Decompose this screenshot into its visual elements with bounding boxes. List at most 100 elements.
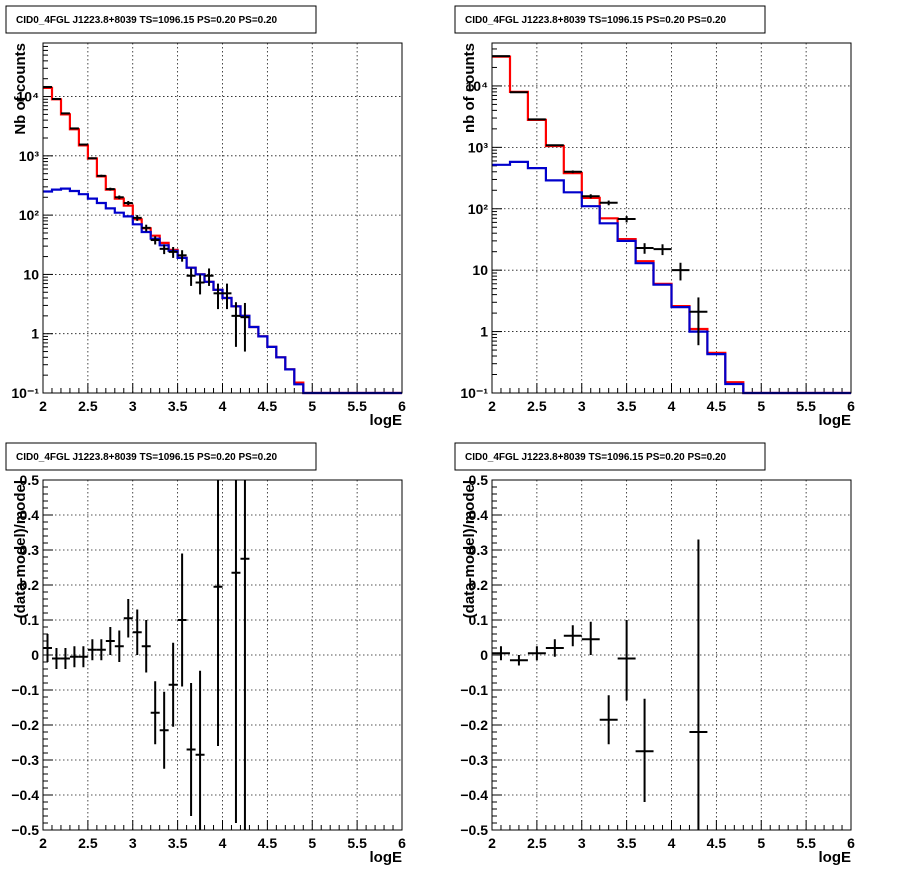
y-tick-label: 0.2 [20,577,40,593]
data-point [617,216,636,223]
x-tick-label: 5 [308,398,316,414]
y-tick-label: −0.1 [11,682,39,698]
data-point [635,698,654,802]
data-point [159,244,169,255]
y-tick-label: 0.4 [20,507,40,523]
y-tick-label: −0.3 [460,752,488,768]
x-tick-label: 5.5 [347,835,367,851]
chart-panel-bottom-right: CID0_4FGL J1223.8+8039 TS=1096.15 PS=0.2… [454,442,855,866]
data-point [177,553,187,687]
y-tick-label: 0 [31,647,39,663]
y-axis-title: (data-model)/model [12,480,29,618]
y-axis-title: nb of counts [461,43,478,133]
x-tick-label: 6 [398,835,406,851]
y-tick-label: −0.4 [460,787,488,803]
data-point [671,262,690,281]
x-tick-label: 3.5 [617,835,637,851]
x-tick-label: 3 [129,398,137,414]
x-tick-label: 2 [39,398,47,414]
x-tick-label: 2 [39,835,47,851]
x-tick-label: 3.5 [617,398,637,414]
data-point [545,144,564,147]
y-tick-label: −0.2 [460,717,488,733]
x-tick-label: 6 [847,398,855,414]
histogram-model-component [43,187,402,395]
data-point [96,639,106,661]
plot-frame [491,479,852,831]
data-point [60,648,70,669]
x-tick-label: 4 [668,835,676,851]
y-tick-label: −0.5 [460,822,488,838]
chart-title: CID0_4FGL J1223.8+8039 TS=1096.15 PS=0.2… [465,452,727,463]
y-tick-label: 10⁴ [17,89,40,105]
y-tick-label: 10⁻¹ [460,385,488,401]
data-point [240,480,250,830]
data-point [168,247,178,258]
x-axis-title: logE [819,849,852,866]
x-tick-label: 5 [308,835,316,851]
x-tick-label: 6 [847,835,855,851]
y-tick-label: 10³ [468,139,489,155]
data-point [69,646,79,668]
data-point [177,250,187,262]
data-point [132,215,142,221]
y-axis-title: (data-model)/model [461,480,478,618]
data-point [222,283,232,310]
y-tick-label: 10² [468,201,489,217]
plot-frame [491,42,852,394]
data-point [563,170,582,174]
plot-frame [42,479,403,831]
data-point [51,97,61,100]
data-point [195,670,205,830]
data-point [51,648,61,669]
data-point [635,243,654,254]
y-tick-label: 1 [31,326,39,342]
chart-title: CID0_4FGL J1223.8+8039 TS=1096.15 PS=0.2… [465,15,727,26]
data-point [87,157,97,160]
x-tick-label: 4.5 [707,835,727,851]
data-point [78,143,88,146]
chart-title: CID0_4FGL J1223.8+8039 TS=1096.15 PS=0.2… [16,15,278,26]
y-tick-label: −0.2 [11,717,39,733]
chart-title: CID0_4FGL J1223.8+8039 TS=1096.15 PS=0.2… [16,452,278,463]
data-point [141,620,151,673]
data-point [231,302,241,347]
y-tick-label: 10⁴ [466,78,489,94]
data-point [87,639,97,661]
data-point [132,609,142,655]
data-point [123,201,133,206]
x-tick-label: 4.5 [707,398,727,414]
y-tick-label: 10² [19,207,40,223]
data-point [105,627,115,655]
x-tick-label: 5.5 [796,398,816,414]
y-tick-label: 0.4 [469,507,489,523]
y-axis-title: Nb of counts [12,43,29,135]
data-point [150,236,160,245]
x-tick-label: 2 [488,835,496,851]
x-tick-label: 2.5 [527,398,547,414]
x-tick-label: 4 [219,835,227,851]
y-tick-label: 0 [480,647,488,663]
data-point [114,195,124,200]
data-point [509,655,528,666]
data-point [653,244,672,256]
data-point [78,646,88,668]
data-point [689,297,708,346]
x-tick-label: 5 [757,398,765,414]
data-point [563,625,582,647]
y-tick-label: 10 [23,266,39,282]
x-tick-label: 4.5 [258,835,278,851]
data-point [186,268,196,286]
x-tick-label: 3.5 [168,398,188,414]
data-point [69,127,79,130]
data-point [195,274,205,295]
data-point [492,646,510,661]
data-point [105,187,115,191]
title-box [5,5,317,34]
x-tick-label: 3.5 [168,835,188,851]
x-tick-label: 5.5 [347,398,367,414]
data-point [599,200,618,206]
data-point [581,194,600,199]
x-tick-label: 5.5 [796,835,816,851]
